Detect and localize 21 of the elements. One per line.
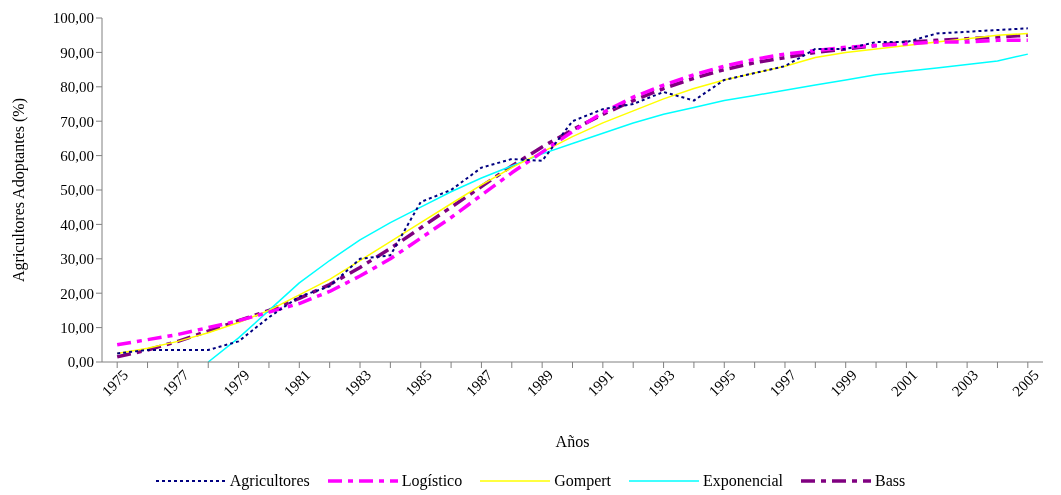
y-tick-label: 100,00 [52,10,94,27]
y-tick-label: 30,00 [60,251,94,268]
y-tick-label: 90,00 [60,44,94,61]
y-tick-label: 10,00 [60,319,94,336]
y-tick-label: 70,00 [60,113,94,130]
y-tick-label: 40,00 [60,216,94,233]
legend-label: Agricultores [229,472,310,490]
legend-label: Exponencial [703,472,784,490]
y-tick-label: 80,00 [60,79,94,96]
y-axis-title: Agricultores Adoptantes (%) [9,98,28,282]
x-axis-title: Años [555,433,590,450]
line-series [207,53,1029,362]
y-tick-label: 60,00 [60,147,94,164]
y-tick-label: 20,00 [60,285,94,302]
x-tick-label: 1991 [584,366,617,400]
y-tick-label: 50,00 [60,182,94,199]
legend-label: Gompert [554,472,612,490]
x-tick-label: 1981 [280,366,314,400]
legend-label: Logístico [401,472,463,490]
y-tick-label: 0,00 [67,354,94,371]
legend-label: Bass [875,472,906,490]
